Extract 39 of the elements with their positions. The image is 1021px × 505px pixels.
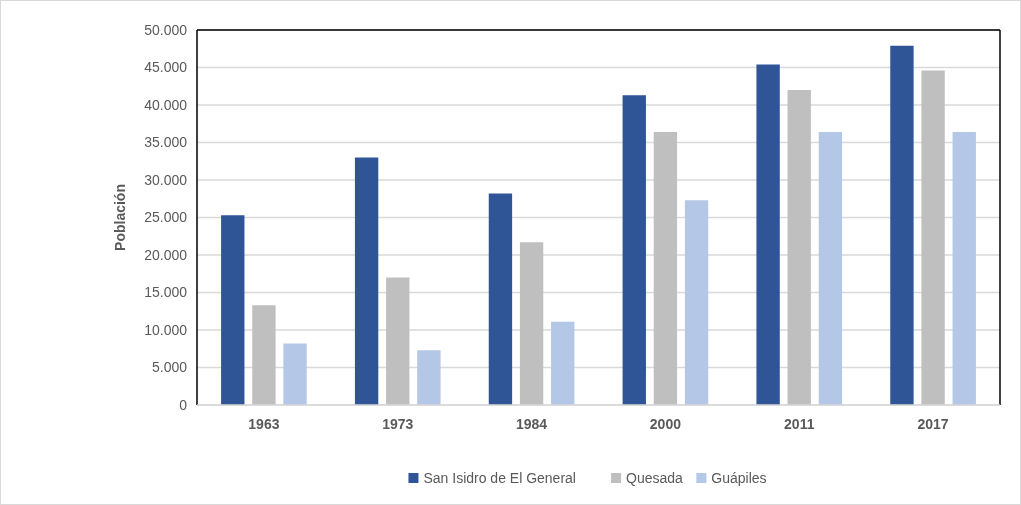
x-tick-label: 2000 <box>649 416 682 432</box>
y-tick-label: 30.000 <box>144 171 188 188</box>
y-tick-label: 0 <box>179 396 188 413</box>
y-tick-label: 20.000 <box>144 246 188 263</box>
y-tick-label: 15.000 <box>144 284 188 301</box>
y-tick-label: 5.000 <box>151 359 188 376</box>
y-tick-label: 45.000 <box>144 59 188 76</box>
bar <box>417 350 441 405</box>
bar <box>653 132 678 405</box>
y-tick-label: 50.000 <box>144 21 188 38</box>
bar <box>488 193 513 405</box>
x-tick-label: 1973 <box>382 416 414 432</box>
y-tick-label: 10.000 <box>144 321 188 338</box>
y-tick-label: 25.000 <box>144 209 188 226</box>
bar <box>890 45 914 405</box>
legend-label: Quesada <box>626 469 684 486</box>
bar <box>787 90 811 405</box>
bar <box>684 200 709 405</box>
bar <box>756 64 780 405</box>
bar <box>354 157 379 405</box>
bar <box>252 305 276 405</box>
y-axis-title: Población <box>112 184 128 251</box>
y-tick-label: 35.000 <box>144 134 188 151</box>
bar <box>952 132 976 405</box>
x-tick-label: 1984 <box>516 416 548 432</box>
legend-label: San Isidro de El General <box>423 469 576 486</box>
x-tick-label: 2011 <box>784 416 815 432</box>
bar <box>221 215 245 405</box>
bar <box>921 70 945 405</box>
bar <box>551 321 575 405</box>
bar <box>818 132 843 405</box>
bar <box>283 343 307 405</box>
legend-label: Guápiles <box>711 469 767 486</box>
y-tick-label: 40.000 <box>144 96 188 113</box>
bar <box>622 95 646 405</box>
bar <box>386 277 410 405</box>
x-tick-label: 1963 <box>248 416 280 432</box>
bar <box>519 242 544 405</box>
x-tick-label: 2017 <box>917 416 949 432</box>
